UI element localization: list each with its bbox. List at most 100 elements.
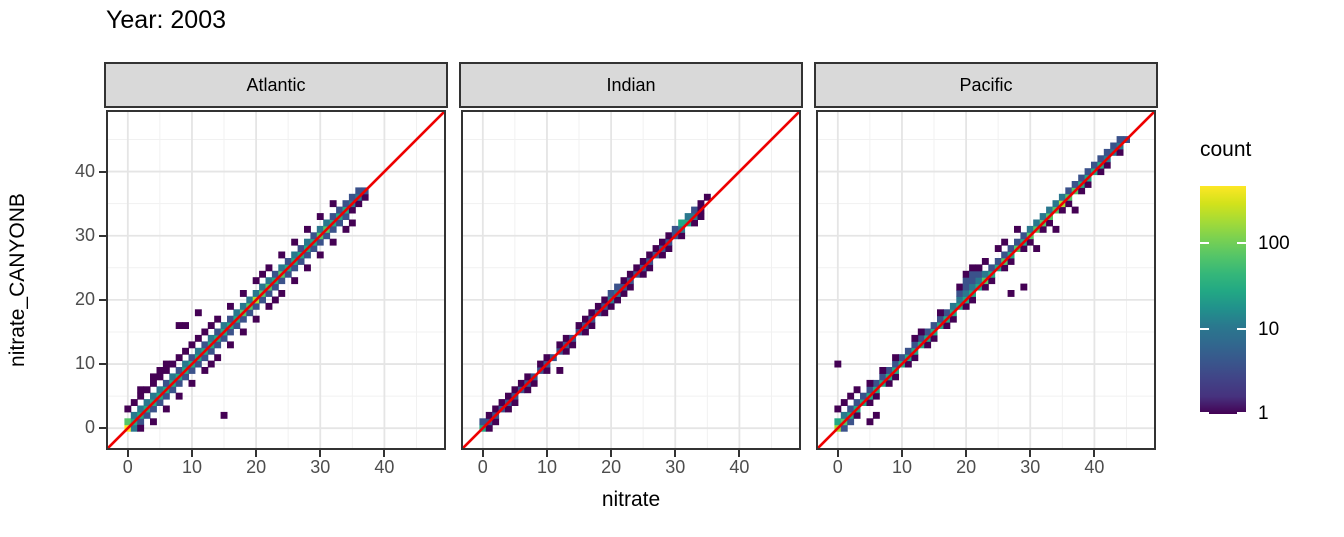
count-bin xyxy=(594,302,602,310)
count-bin xyxy=(162,367,170,374)
count-bin xyxy=(969,270,976,278)
count-bin xyxy=(582,315,589,323)
count-bin xyxy=(188,367,196,374)
count-bin xyxy=(994,245,1002,252)
count-bin xyxy=(214,328,222,336)
count-bin xyxy=(872,392,880,400)
count-bin xyxy=(988,264,996,272)
count-bin xyxy=(607,290,615,297)
count-bin xyxy=(150,392,157,400)
count-bin xyxy=(975,264,983,272)
count-bin xyxy=(1116,148,1124,156)
count-bin xyxy=(252,277,260,285)
count-bin xyxy=(348,193,356,201)
count-bin xyxy=(1065,200,1073,208)
count-bin xyxy=(239,302,247,310)
count-bin xyxy=(917,334,925,342)
count-bin xyxy=(188,354,196,362)
count-bin xyxy=(284,258,292,265)
y-tick-label: 0 xyxy=(84,417,95,438)
count-bin xyxy=(336,219,343,227)
count-bin xyxy=(898,354,906,362)
count-bin xyxy=(652,245,660,252)
x-tick-mark xyxy=(383,450,386,457)
count-bin xyxy=(969,296,976,304)
count-bin xyxy=(169,386,177,394)
count-bin xyxy=(1014,238,1021,246)
count-bin xyxy=(492,418,500,426)
count-bin xyxy=(150,418,157,426)
count-bin xyxy=(1020,245,1028,252)
count-bin xyxy=(904,360,912,368)
facet-strip-label: Pacific xyxy=(959,74,1013,95)
count-bin xyxy=(943,309,951,317)
count-bin xyxy=(291,264,299,272)
count-bin xyxy=(1058,193,1066,201)
count-bin xyxy=(678,219,686,227)
count-bin xyxy=(834,418,842,426)
count-bin xyxy=(892,373,899,381)
count-bin xyxy=(1065,187,1073,195)
count-bin xyxy=(194,334,202,342)
count-bin xyxy=(665,232,673,240)
count-bin xyxy=(866,379,874,387)
count-bin xyxy=(847,418,855,426)
x-tick-mark xyxy=(1029,450,1032,457)
count-bin xyxy=(162,392,170,400)
count-bin xyxy=(162,360,170,368)
y-axis-title: nitrate_CANYONB xyxy=(6,193,29,367)
count-bin xyxy=(697,200,705,208)
colorbar-tick-mark xyxy=(1237,328,1246,331)
facet-strip-atlantic: Atlantic xyxy=(104,62,448,108)
count-bin xyxy=(1007,258,1015,265)
count-bin xyxy=(697,213,705,220)
count-bin xyxy=(639,270,647,278)
count-bin xyxy=(620,290,628,297)
x-tick-label: 30 xyxy=(310,457,331,477)
count-bin xyxy=(956,296,964,304)
count-bin xyxy=(342,225,350,233)
count-bin xyxy=(259,270,266,278)
count-bin xyxy=(143,399,151,406)
y-tick-label: 20 xyxy=(74,288,95,309)
count-bin xyxy=(130,424,138,432)
count-bin xyxy=(169,360,177,368)
x-tick-label: 20 xyxy=(956,457,977,477)
count-bin xyxy=(284,270,292,278)
colorbar-tick-mark xyxy=(1200,412,1209,414)
count-bin xyxy=(1033,219,1041,227)
count-bin xyxy=(201,328,209,336)
x-tick-mark xyxy=(965,450,968,457)
count-bin xyxy=(956,283,964,291)
count-bin xyxy=(150,373,157,381)
count-bin xyxy=(265,302,273,310)
count-bin xyxy=(911,354,919,362)
y-tick-mark xyxy=(99,298,106,301)
count-bin xyxy=(124,418,132,426)
count-bin xyxy=(847,392,855,400)
x-tick-mark xyxy=(1093,450,1096,457)
x-tick-label: 40 xyxy=(729,457,750,477)
count-bin xyxy=(316,213,324,220)
count-bin xyxy=(220,411,228,419)
count-bin xyxy=(517,379,525,387)
count-bin xyxy=(582,328,589,336)
count-bin xyxy=(1091,161,1098,169)
x-axis-title: nitrate xyxy=(601,488,661,511)
count-bin xyxy=(220,322,228,329)
count-bin xyxy=(271,270,279,278)
panel-border xyxy=(106,110,446,450)
count-bin xyxy=(304,251,311,259)
count-bin xyxy=(291,251,299,259)
count-bin xyxy=(304,264,311,272)
count-bin xyxy=(156,367,164,374)
count-bin xyxy=(1071,181,1079,188)
count-bin xyxy=(911,334,919,342)
count-bin xyxy=(524,386,532,394)
count-bin xyxy=(297,245,305,252)
identity-line xyxy=(105,109,447,451)
colorbar-tick-mark xyxy=(1200,242,1209,245)
count-bin xyxy=(879,367,887,374)
x-tick-label: 30 xyxy=(665,457,686,477)
